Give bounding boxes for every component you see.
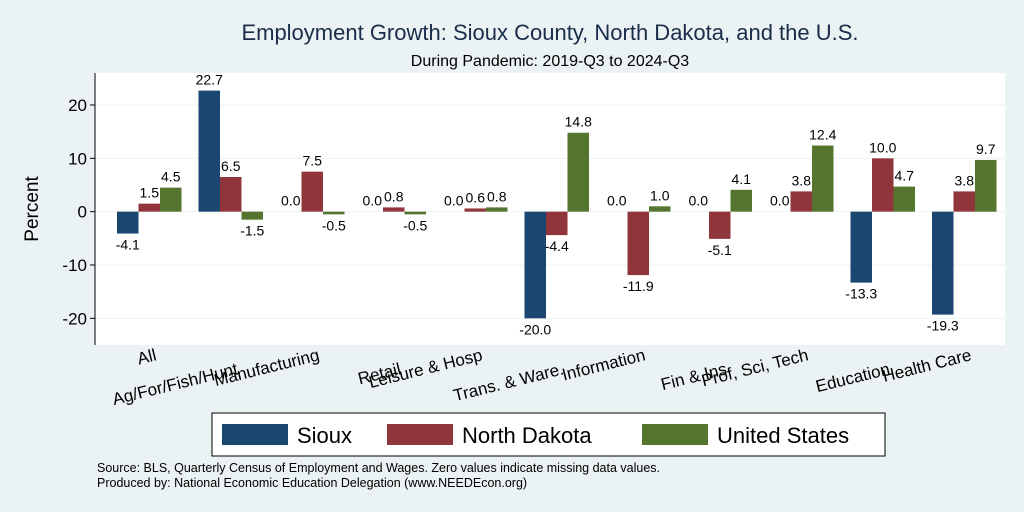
bar: [486, 207, 508, 212]
bar: [117, 211, 139, 234]
data-label: -5.1: [708, 242, 732, 258]
data-label: -4.1: [116, 237, 140, 253]
bar: [138, 203, 160, 212]
data-label: 10.0: [869, 139, 896, 155]
data-label: -0.5: [322, 217, 346, 233]
produced-note: Produced by: National Economic Education…: [97, 476, 527, 490]
data-label: 6.5: [221, 158, 241, 174]
data-label: 0.8: [487, 188, 507, 204]
data-label: -20.0: [519, 321, 551, 337]
data-labels: -4.11.54.522.76.5-1.50.07.5-0.50.0 0.8-0.…: [116, 72, 996, 338]
data-label: 1.5: [140, 185, 160, 201]
data-label: 12.4: [809, 127, 836, 143]
bars: [117, 90, 997, 319]
bar: [567, 132, 589, 212]
bar: [932, 211, 954, 315]
y-tick-label: 10: [68, 149, 87, 168]
bar: [812, 145, 834, 212]
bar: [464, 208, 486, 212]
bar: [790, 191, 812, 212]
data-label: 14.8: [565, 114, 592, 130]
data-label: -13.3: [845, 286, 877, 302]
bar: [649, 206, 671, 212]
category-label: Health Care: [881, 345, 974, 385]
chart-subtitle: During Pandemic: 2019-Q3 to 2024-Q3: [411, 53, 689, 70]
data-label: 3.8: [792, 172, 812, 188]
category-label: Education: [814, 359, 892, 396]
data-label: 1.0: [650, 187, 670, 203]
y-ticks: -20 -10 0 10 20: [62, 73, 96, 345]
data-label: 4.1: [732, 171, 752, 187]
source-note: Source: BLS, Quarterly Census of Employm…: [97, 461, 660, 475]
bar: [872, 158, 894, 212]
data-label: -11.9: [623, 278, 654, 294]
data-label: 0.0: [444, 193, 464, 209]
data-label: 4.5: [161, 169, 181, 185]
bar: [953, 191, 975, 212]
bar: [383, 207, 405, 212]
y-tick-label: -20: [62, 309, 87, 328]
bar: [241, 211, 263, 220]
bar: [850, 211, 872, 283]
bar: [975, 159, 997, 212]
category-label: Prof, Sci, Tech: [700, 345, 811, 390]
y-axis-label: Percent: [22, 176, 43, 242]
data-label: 0.0: [770, 193, 790, 209]
y-tick-label: -10: [62, 256, 87, 275]
bar: [198, 90, 220, 212]
plot-area: [95, 73, 1005, 345]
bar: [709, 211, 731, 239]
legend-swatch: [222, 424, 288, 445]
y-tick-label: 0: [78, 203, 87, 222]
data-label: 0.0: [281, 193, 301, 209]
data-label: 7.5: [303, 153, 323, 169]
data-label: 0.0: [607, 193, 627, 209]
legend-label: Sioux: [297, 423, 352, 448]
bar: [730, 189, 752, 212]
legend-box: [211, 412, 886, 457]
legend-swatch: [642, 424, 708, 445]
legend-label: United States: [717, 423, 849, 448]
bar: [627, 211, 649, 276]
bar: [301, 171, 323, 212]
data-label: -1.5: [240, 223, 264, 239]
data-label: 9.7: [976, 141, 996, 157]
data-label: 0.0: [689, 193, 709, 209]
data-label: 0.8: [384, 188, 404, 204]
bar: [546, 211, 568, 236]
chart-title: Employment Growth: Sioux County, North D…: [241, 20, 858, 45]
category-label: All: [135, 345, 158, 368]
legend-swatch: [387, 424, 453, 445]
category-label: Manufacturing: [212, 345, 321, 389]
bar: [404, 211, 426, 215]
data-label: 4.7: [895, 168, 915, 184]
data-label: 0.6: [466, 189, 486, 205]
category-label: Information: [560, 345, 647, 384]
bar: [524, 211, 546, 319]
data-label: 0.0: [363, 193, 383, 209]
data-label: 3.8: [955, 172, 975, 188]
bar: [160, 187, 182, 212]
data-label: -19.3: [927, 318, 959, 334]
y-tick-label: 20: [68, 96, 87, 115]
data-label: 22.7: [196, 72, 223, 88]
bar: [220, 177, 242, 212]
data-label: -4.4: [545, 238, 569, 254]
bar: [323, 211, 345, 215]
bar: [893, 186, 915, 212]
legend: Sioux North Dakota United States: [211, 412, 886, 457]
legend-label: North Dakota: [462, 423, 592, 448]
data-label: -0.5: [403, 217, 427, 233]
